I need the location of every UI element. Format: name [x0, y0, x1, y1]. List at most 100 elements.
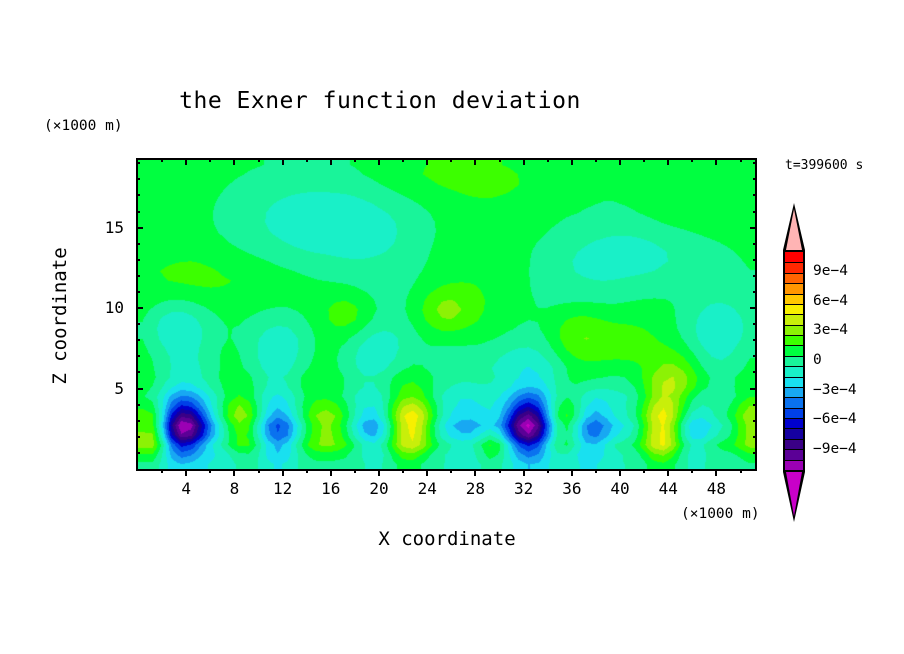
- y-tick-mark-right: [753, 323, 757, 326]
- x-tick-mark-top: [522, 158, 525, 165]
- x-tick-mark: [185, 469, 188, 476]
- y-tick-mark-right: [750, 387, 757, 390]
- x-tick-mark: [594, 469, 597, 473]
- x-axis-unit-label: (×1000 m): [681, 506, 760, 522]
- y-tick-label: 5: [114, 378, 124, 398]
- x-tick-mark: [426, 469, 429, 476]
- y-tick-mark-right: [753, 178, 757, 181]
- x-tick-mark-top: [209, 158, 212, 162]
- y-tick-mark-right: [753, 194, 757, 197]
- x-tick-label: 48: [706, 479, 727, 498]
- colorbar-label: −3e−4: [813, 381, 857, 398]
- x-tick-mark: [691, 469, 694, 473]
- colorbar-over-arrow-icon: [779, 203, 809, 250]
- x-tick-mark: [161, 469, 164, 473]
- y-tick-mark: [136, 451, 140, 454]
- x-tick-label: 36: [562, 479, 582, 498]
- y-tick-mark: [136, 226, 143, 229]
- x-tick-mark-top: [691, 158, 694, 162]
- x-tick-mark: [305, 469, 308, 473]
- y-tick-mark-right: [753, 290, 757, 293]
- y-tick-mark-right: [753, 371, 757, 374]
- x-tick-mark: [402, 469, 405, 473]
- colorbar-label: −6e−4: [813, 411, 857, 428]
- x-tick-label: 24: [417, 479, 437, 498]
- colorbar-band: [785, 418, 803, 429]
- contour-plot-area: [136, 158, 757, 471]
- colorbar-band: [785, 335, 803, 346]
- x-tick-mark: [209, 469, 212, 473]
- colorbar-band-separator: [785, 303, 803, 305]
- x-tick-mark: [643, 469, 646, 473]
- colorbar-band: [785, 262, 803, 273]
- time-annotation: t=399600 s: [785, 158, 864, 173]
- colorbar-band: [785, 407, 803, 418]
- x-tick-mark-top: [257, 158, 260, 162]
- y-tick-mark: [136, 194, 140, 197]
- x-tick-mark: [715, 469, 718, 476]
- x-tick-mark: [667, 469, 670, 476]
- colorbar: 9e−4 6e−4 3e−4 0 −3e−4 −6e−4 −9e−4: [779, 203, 857, 523]
- y-tick-label: 10: [104, 298, 124, 318]
- x-tick-mark-top: [426, 158, 429, 165]
- y-tick-mark: [136, 387, 143, 390]
- colorbar-band-separator: [785, 459, 803, 461]
- colorbar-under-arrow-icon: [779, 472, 809, 522]
- y-tick-mark: [136, 403, 140, 406]
- colorbar-band-separator: [785, 272, 803, 274]
- x-tick-mark-top: [185, 158, 188, 165]
- x-tick-mark: [329, 469, 332, 476]
- x-tick-mark-top: [594, 158, 597, 162]
- colorbar-band-separator: [785, 376, 803, 378]
- colorbar-band-separator: [785, 418, 803, 420]
- x-tick-mark: [739, 469, 742, 473]
- y-tick-mark: [136, 290, 140, 293]
- y-tick-mark: [136, 355, 140, 358]
- x-tick-label: 16: [321, 479, 341, 498]
- x-tick-mark: [450, 469, 453, 473]
- y-tick-mark: [136, 323, 140, 326]
- colorbar-band: [785, 459, 803, 470]
- y-tick-mark: [136, 242, 140, 245]
- y-tick-mark: [136, 162, 140, 165]
- colorbar-band-separator: [785, 314, 803, 316]
- colorbar-label: 3e−4: [813, 322, 848, 339]
- y-tick-mark-right: [753, 242, 757, 245]
- x-tick-mark: [257, 469, 260, 473]
- colorbar-label: 9e−4: [813, 262, 848, 279]
- colorbar-band-separator: [785, 397, 803, 399]
- x-tick-mark: [474, 469, 477, 476]
- x-tick-mark: [570, 469, 573, 476]
- x-tick-mark-top: [161, 158, 164, 162]
- x-tick-mark-top: [402, 158, 405, 162]
- contour-field-canvas: [138, 160, 755, 469]
- y-tick-mark-right: [753, 210, 757, 213]
- colorbar-label: 0: [813, 352, 822, 368]
- colorbar-band: [785, 376, 803, 387]
- x-tick-mark: [233, 469, 236, 476]
- y-tick-mark-right: [753, 339, 757, 342]
- x-tick-label: 20: [369, 479, 389, 498]
- x-tick-label: 44: [658, 479, 678, 498]
- colorbar-band-separator: [785, 262, 803, 264]
- y-tick-mark-right: [753, 274, 757, 277]
- y-tick-mark-right: [753, 419, 757, 422]
- x-tick-label: 32: [513, 479, 534, 498]
- colorbar-label: −9e−4: [813, 441, 857, 458]
- colorbar-band: [785, 272, 803, 284]
- x-tick-mark-top: [715, 158, 718, 165]
- colorbar-band: [785, 428, 803, 439]
- x-tick-label: 12: [272, 479, 293, 498]
- y-tick-mark-right: [753, 435, 757, 438]
- x-tick-mark-top: [570, 158, 573, 165]
- x-tick-mark: [546, 469, 549, 473]
- colorbar-band: [785, 303, 803, 315]
- y-tick-mark: [136, 419, 140, 422]
- y-axis-unit-label: (×1000 m): [44, 118, 123, 134]
- colorbar-band: [785, 397, 803, 408]
- colorbar-band: [785, 355, 803, 367]
- colorbar-band-separator: [785, 283, 803, 285]
- y-tick-mark: [136, 339, 140, 342]
- y-tick-mark-right: [753, 258, 757, 261]
- y-axis-title: Z coordinate: [49, 247, 71, 385]
